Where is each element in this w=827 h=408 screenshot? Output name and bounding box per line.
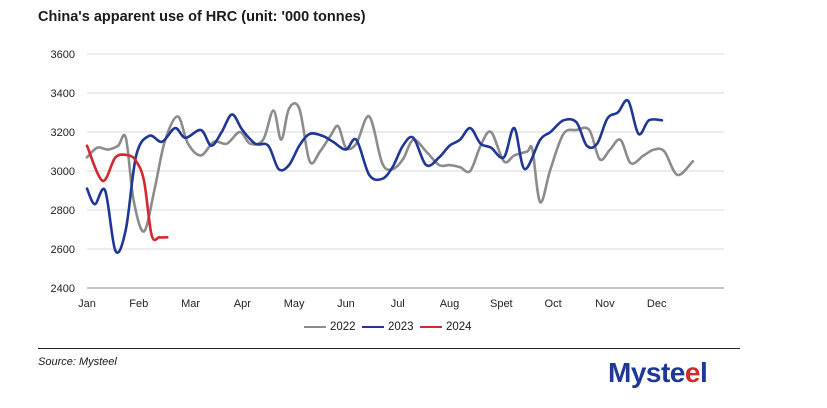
x-tick-label: Jan [78,298,96,310]
legend-label: 2024 [446,321,472,333]
legend: 2022 2023 2024 [0,321,827,337]
series-line-2022 [85,102,695,233]
x-tick-label: Nov [595,298,615,310]
series-line-2024 [85,144,169,242]
x-tick-label: Jun [337,298,355,310]
x-tick-label: Spet [490,298,513,310]
x-tick-label: Aug [440,298,460,310]
y-tick-label: 2400 [51,283,75,295]
gridlines [87,53,724,289]
legend-item-2023: 2023 [362,321,414,333]
legend-item-2024: 2024 [420,321,472,333]
legend-swatch [362,325,384,329]
y-tick-label: 3000 [51,166,75,178]
x-axis-ticks: Jan Feb Mar Apr May Jun Jul Aug Spet Oct Nov Dec [78,298,667,310]
chart-title: China's apparent use of HRC (unit: '000 … [38,9,366,25]
legend-item-2022: 2022 [304,321,356,333]
series-lines [85,98,695,254]
y-axis-ticks: 2400 2600 2800 3000 3200 3400 3600 [51,49,75,295]
source-note: Source: Mysteel [38,356,117,368]
x-tick-label: May [284,298,305,310]
legend-swatch [304,325,326,329]
x-tick-label: Feb [129,298,148,310]
x-tick-label: Mar [181,298,200,310]
divider [38,348,740,349]
legend-swatch [420,325,442,329]
x-tick-label: Apr [234,298,251,310]
y-tick-label: 3200 [51,127,75,139]
y-tick-label: 2800 [51,205,75,217]
series-line-2023 [85,98,664,254]
y-tick-label: 3400 [51,88,75,100]
y-tick-label: 3600 [51,49,75,61]
x-tick-label: Dec [647,298,667,310]
x-tick-label: Jul [391,298,405,310]
y-tick-label: 2600 [51,244,75,256]
legend-label: 2022 [330,321,356,333]
legend-label: 2023 [388,321,414,333]
mysteel-logo: Mysteel [608,357,708,388]
x-tick-label: Oct [545,298,562,310]
